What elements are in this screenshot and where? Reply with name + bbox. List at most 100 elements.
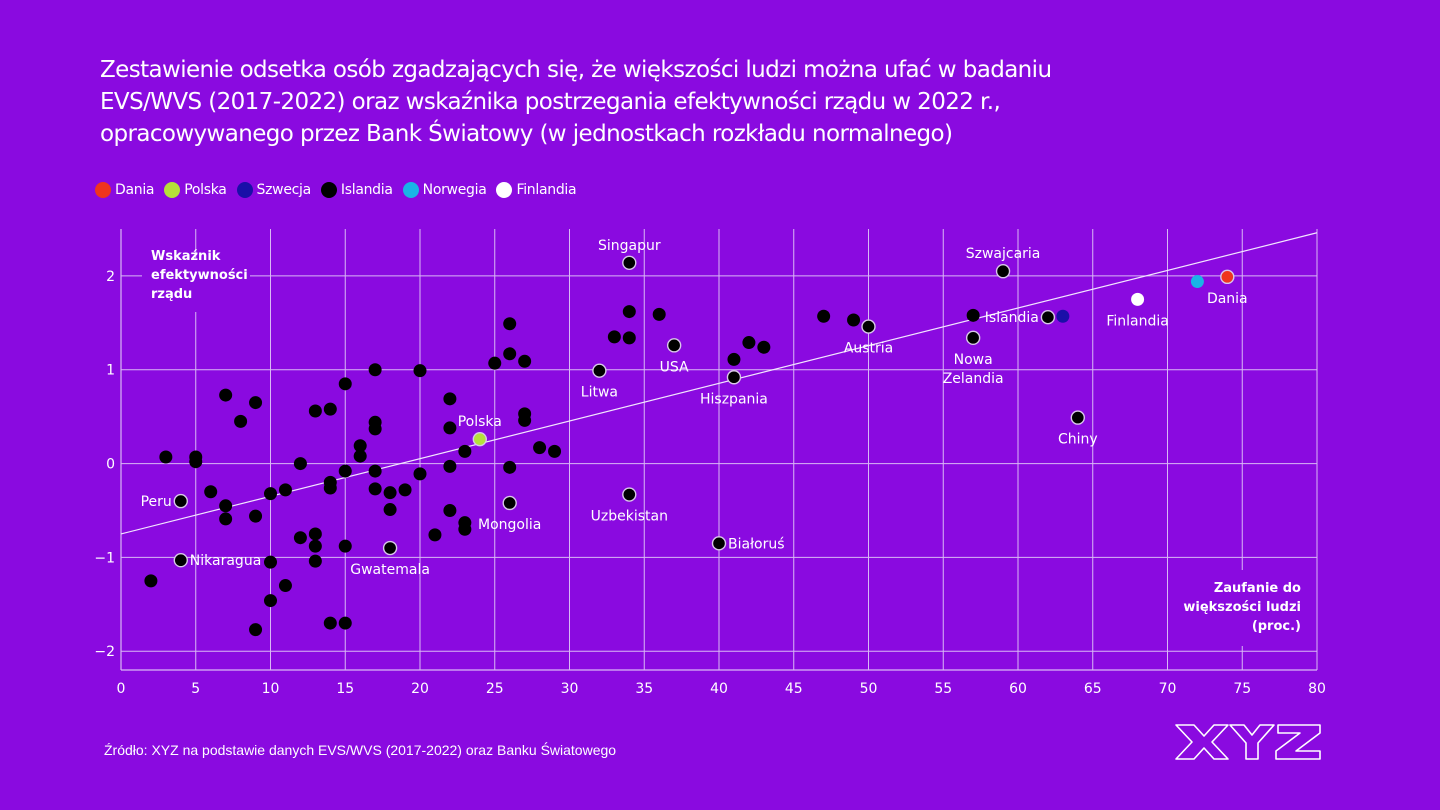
data-point [353,439,367,453]
x-tick-label: 35 [635,681,653,697]
legend-item-finlandia[interactable]: Finlandia [496,182,577,198]
data-point [727,352,741,366]
chart-title-line: opracowywanego przez Bank Światowy (w je… [100,121,953,147]
data-point [308,527,322,541]
data-point [742,336,756,350]
data-point [323,402,337,416]
legend-marker-icon [164,182,181,198]
data-point [219,388,233,402]
data-point [458,522,472,536]
data-point [144,574,158,588]
y-axis-title: Wskaźnik [151,249,221,264]
data-point [503,317,517,331]
legend-label: Islandia [340,182,393,198]
legend-item-polska[interactable]: Polska [164,182,227,198]
data-point [443,503,457,517]
data-point-singapur [622,255,637,270]
data-point [458,444,472,458]
data-point-gwatemala [382,540,398,556]
data-point [264,487,277,501]
data-point-austria [861,319,876,334]
point-label: Islandia [985,310,1039,326]
data-point [264,555,277,569]
y-tick-label: 2 [106,269,115,285]
x-tick-label: 15 [336,681,354,697]
data-point [622,305,636,319]
point-label: Uzbekistan [591,509,668,525]
y-tick-label: −1 [94,550,115,566]
data-point [966,308,980,322]
y-axis-title: efektywności [151,268,248,283]
data-point [383,486,397,500]
data-point [443,459,457,473]
data-point [428,528,442,542]
x-tick-label: 55 [934,681,952,697]
legend-marker-icon [236,182,253,198]
x-axis-title: większości ludzi [1183,600,1301,615]
data-point [159,450,173,464]
data-point [607,330,621,344]
data-point-uzbekistan [622,487,637,502]
data-point [398,483,412,497]
data-point [308,539,322,553]
point-label: Mongolia [478,517,541,533]
data-point-dania [1220,269,1235,285]
point-label: Hiszpania [700,391,768,407]
grid [120,229,1318,671]
legend-marker-icon [402,182,419,198]
data-point-polska [472,431,487,447]
data-point [622,331,636,345]
data-point [1190,275,1204,289]
point-labels: Peru Nikaragua Gwatemala Polska Mongolia Litw… [141,238,1248,578]
x-tick-label: 30 [561,681,579,697]
legend-item-islandia[interactable]: Islandia [320,182,393,198]
data-point [413,364,427,378]
data-point [1056,309,1070,323]
data-point [413,467,427,481]
y-tick-label: 1 [106,363,115,379]
tick-labels: 0 5 10 15 20 25 30 35 40 45 50 55 60 65 70 75 80 −2 −1 0 1 2 [94,269,1326,697]
point-label: Singapur [598,238,661,254]
data-point [503,347,517,361]
legend-item-dania[interactable]: Dania [95,182,155,198]
data-point [323,616,337,630]
legend-item-szwecja[interactable]: Szwecja [236,182,311,198]
data-point [278,483,292,497]
x-tick-label: 60 [1009,681,1027,697]
point-label: Polska [458,414,502,430]
y-tick-label: 0 [106,457,115,473]
data-point [518,354,532,368]
point-label: Chiny [1058,432,1098,448]
data-point-nikaragua [173,553,189,568]
x-tick-label: 75 [1233,681,1251,697]
data-point [353,449,367,463]
x-tick-label: 80 [1308,681,1326,697]
data-point [757,340,771,354]
data-point [219,512,233,526]
data-point [204,485,218,499]
x-tick-label: 10 [262,681,280,697]
data-point-peru [173,493,189,509]
legend-label: Dania [115,182,155,198]
x-tick-label: 0 [117,681,126,697]
data-point [817,309,831,323]
x-tick-label: 70 [1159,681,1177,697]
source-note: Źródło: XYZ na podstawie danych EVS/WVS … [104,742,617,758]
data-point [338,616,352,630]
data-point [338,377,352,391]
chart-title: Zestawienie odsetka osób zgadzających si… [100,54,1140,150]
legend: Dania Polska Szwecja Islandia Norwegia F… [95,182,577,198]
data-point [234,414,248,428]
data-point [533,441,547,455]
data-point-litwa [592,363,607,378]
point-label: Nikaragua [190,553,261,569]
data-point-szwajcaria [995,264,1011,279]
legend-item-norwegia[interactable]: Norwegia [402,182,487,198]
legend-marker-icon [95,182,111,198]
data-point [219,499,233,513]
data-point [503,460,517,474]
x-axis-title: Zaufanie do [1214,581,1301,596]
chart-title-line: EVS/WVS (2017-2022) oraz wskaźnika postr… [100,89,1001,115]
point-label: Szwajcaria [966,246,1041,262]
data-points [144,255,1235,637]
